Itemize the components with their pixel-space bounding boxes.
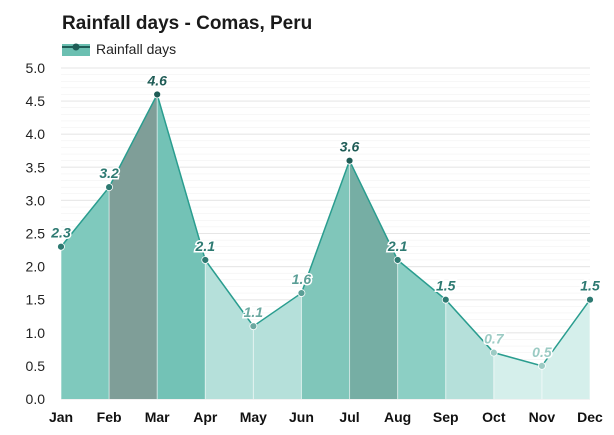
data-point — [538, 361, 546, 370]
data-label: 3.2 — [99, 165, 119, 181]
area-band — [445, 299, 494, 399]
x-tick-label: Sep — [433, 409, 459, 425]
chart-title: Rainfall days - Comas, Peru — [62, 13, 312, 34]
x-tick-label: May — [240, 409, 267, 425]
x-tick-label: Dec — [577, 409, 603, 425]
data-label: 4.6 — [146, 72, 167, 88]
data-label: 1.6 — [292, 271, 312, 287]
data-point — [393, 256, 402, 264]
y-tick-label: 4.5 — [26, 93, 46, 109]
data-label: 2.1 — [195, 238, 216, 254]
data-point — [153, 90, 162, 99]
series-line — [60, 92, 591, 367]
area-band — [397, 259, 446, 399]
area-band — [205, 259, 254, 399]
x-tick-label: Feb — [97, 409, 122, 425]
data-point — [249, 322, 258, 331]
area-band — [157, 94, 206, 399]
data-label-layer: 2.3 3.2 4.6 2.1 1.1 1.6 3.6 2.1 1.5 0.7 0.5 1.5 — [49, 71, 602, 361]
y-tick-label: 4.0 — [26, 126, 46, 142]
y-tick-label: 1.0 — [26, 325, 46, 341]
x-tick-label: Oct — [482, 409, 506, 425]
x-tick-label: Aug — [384, 409, 411, 425]
area-layer — [60, 94, 591, 399]
data-label: 0.7 — [484, 331, 505, 347]
x-tick-label: Nov — [529, 409, 556, 425]
y-tick-label: 3.5 — [26, 159, 46, 175]
data-label: 3.6 — [340, 139, 360, 155]
legend: Rainfall days — [62, 41, 176, 57]
y-tick-label: 1.5 — [26, 292, 46, 308]
y-tick-label: 2.0 — [26, 259, 46, 275]
x-tick-label: Mar — [145, 409, 170, 425]
x-tick-label: Jun — [289, 409, 314, 425]
x-tick-label: Jul — [339, 409, 359, 425]
area-band — [541, 299, 590, 399]
area-band — [349, 160, 398, 399]
data-label: 2.3 — [50, 225, 71, 241]
data-point — [489, 348, 498, 357]
axis-layer: 0.0 0.5 1.0 1.5 2.0 2.5 3.0 3.5 4.0 4.5 5.0 Jan Feb M… — [26, 60, 604, 425]
y-tick-label: 2.5 — [26, 226, 46, 242]
data-label: 1.1 — [244, 304, 264, 320]
area-band — [253, 293, 302, 399]
y-tick-label: 3.0 — [26, 192, 46, 208]
data-point — [441, 295, 450, 304]
y-tick-label: 0.0 — [26, 391, 46, 407]
area-band — [61, 187, 110, 399]
line-layer — [60, 92, 591, 367]
legend-label: Rainfall days — [96, 41, 176, 57]
x-tick-label: Jan — [49, 409, 73, 425]
y-tick-label: 5.0 — [26, 60, 46, 76]
data-point — [201, 256, 210, 264]
marker-layer — [57, 90, 594, 370]
area-band — [109, 94, 158, 399]
data-label: 0.5 — [532, 344, 552, 360]
legend-marker — [72, 43, 80, 51]
data-point — [105, 183, 113, 192]
data-label: 2.1 — [387, 238, 408, 254]
data-point — [345, 156, 354, 165]
data-label: 1.5 — [436, 278, 456, 294]
area-band — [301, 160, 350, 399]
data-label: 1.5 — [580, 278, 600, 294]
area-band — [493, 352, 542, 399]
data-point — [297, 289, 306, 297]
y-tick-label: 0.5 — [26, 358, 46, 374]
data-point — [586, 295, 594, 304]
data-point — [57, 242, 65, 251]
x-tick-label: Apr — [193, 409, 218, 425]
